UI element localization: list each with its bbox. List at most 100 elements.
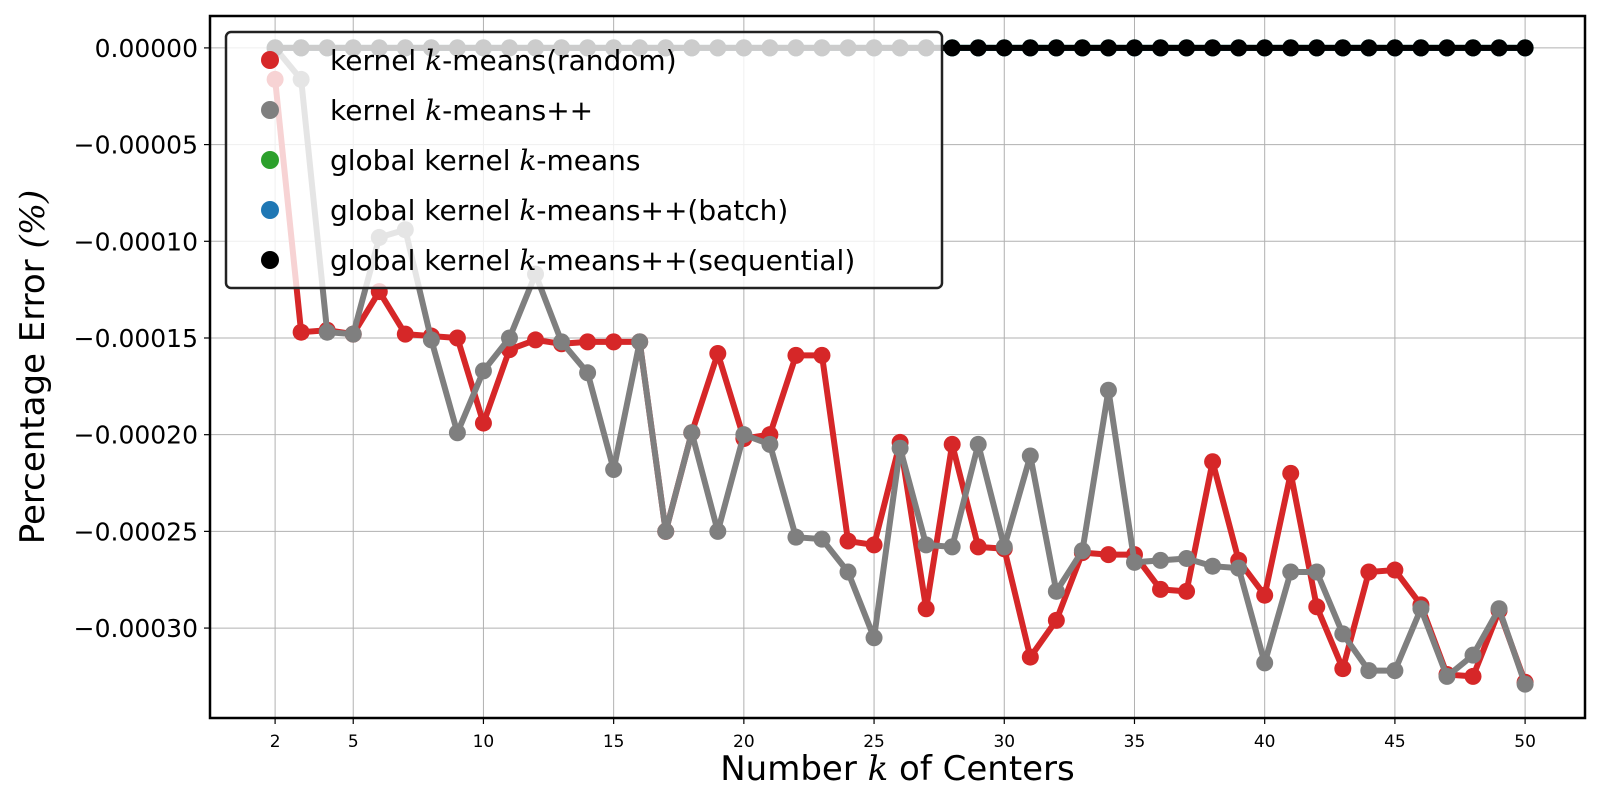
data-point bbox=[1178, 582, 1196, 600]
data-point bbox=[1204, 453, 1222, 471]
data-point bbox=[1334, 660, 1352, 678]
x-tick-label: 25 bbox=[863, 732, 885, 752]
data-point bbox=[1516, 675, 1534, 693]
legend-marker bbox=[261, 251, 279, 269]
data-point bbox=[1021, 648, 1039, 666]
legend-label-variable: k bbox=[519, 244, 536, 277]
data-point bbox=[969, 39, 987, 57]
legend-label-text: -means++(sequential) bbox=[536, 244, 855, 277]
legend-label-text: kernel bbox=[330, 94, 425, 127]
legend-item: global kernel k-means bbox=[261, 144, 641, 177]
legend-marker bbox=[261, 151, 279, 169]
data-point bbox=[787, 528, 805, 546]
data-point bbox=[1438, 667, 1456, 685]
data-point bbox=[839, 563, 857, 581]
data-point bbox=[1360, 563, 1378, 581]
data-point bbox=[1464, 667, 1482, 685]
data-point bbox=[1125, 553, 1143, 571]
legend-label-text: -means++(batch) bbox=[536, 194, 788, 227]
data-point bbox=[1282, 464, 1300, 482]
plot-frame bbox=[208, 14, 1587, 720]
data-point bbox=[448, 329, 466, 347]
legend-item: global kernel k-means++(sequential) bbox=[261, 244, 855, 277]
legend-item: kernel k-means++ bbox=[261, 94, 593, 127]
data-point bbox=[553, 333, 571, 351]
data-point bbox=[1230, 39, 1248, 57]
data-point bbox=[527, 331, 545, 349]
data-point bbox=[917, 536, 935, 554]
y-tick-label: −0.00020 bbox=[74, 421, 198, 450]
legend-label: kernel k-means++ bbox=[330, 94, 593, 127]
y-tick-label: −0.00015 bbox=[74, 324, 198, 353]
x-tick-label: 30 bbox=[993, 732, 1015, 752]
data-point bbox=[1412, 600, 1430, 618]
data-point bbox=[422, 331, 440, 349]
y-tick-label: −0.00010 bbox=[74, 227, 198, 256]
legend-label-text: -means bbox=[536, 144, 640, 177]
data-point bbox=[1152, 551, 1170, 569]
data-point bbox=[1308, 39, 1326, 57]
data-point bbox=[1073, 542, 1091, 560]
x-axis-title: Number k of Centers bbox=[720, 749, 1075, 789]
data-point bbox=[1386, 662, 1404, 680]
data-point bbox=[1438, 39, 1456, 57]
data-point bbox=[943, 435, 961, 453]
legend-label: global kernel k-means++(sequential) bbox=[330, 244, 855, 277]
y-tick-label: −0.00005 bbox=[74, 131, 198, 160]
data-point bbox=[1204, 557, 1222, 575]
data-point bbox=[1308, 563, 1326, 581]
data-point bbox=[943, 39, 961, 57]
data-point bbox=[969, 538, 987, 556]
data-point bbox=[1230, 559, 1248, 577]
data-point bbox=[344, 325, 362, 343]
legend-marker bbox=[261, 101, 279, 119]
data-point bbox=[1047, 611, 1065, 629]
x-tick-label: 5 bbox=[348, 732, 359, 752]
legend-label-variable: k bbox=[519, 144, 536, 177]
data-point bbox=[1073, 39, 1091, 57]
data-point bbox=[943, 538, 961, 556]
legend-label-text: global kernel bbox=[330, 194, 519, 227]
data-point bbox=[813, 346, 831, 364]
data-point bbox=[813, 530, 831, 548]
legend-label-text: kernel bbox=[330, 44, 425, 77]
data-point bbox=[1360, 39, 1378, 57]
data-point bbox=[605, 333, 623, 351]
data-point bbox=[1412, 39, 1430, 57]
legend-label-variable: k bbox=[425, 94, 442, 127]
data-point bbox=[1204, 39, 1222, 57]
legend-label-variable: k bbox=[425, 44, 442, 77]
data-point bbox=[917, 600, 935, 618]
data-point bbox=[1125, 39, 1143, 57]
legend-marker bbox=[261, 51, 279, 69]
data-point bbox=[969, 435, 987, 453]
data-point bbox=[1464, 646, 1482, 664]
data-point bbox=[1178, 549, 1196, 567]
x-tick-label: 35 bbox=[1124, 732, 1146, 752]
data-point bbox=[1516, 39, 1534, 57]
legend-label: global kernel k-means++(batch) bbox=[330, 194, 788, 227]
legend-label: global kernel k-means bbox=[330, 144, 641, 177]
data-point bbox=[1386, 39, 1404, 57]
data-point bbox=[1178, 39, 1196, 57]
legend-label-text: global kernel bbox=[330, 144, 519, 177]
data-point bbox=[579, 333, 597, 351]
data-point bbox=[1021, 39, 1039, 57]
data-point bbox=[1490, 600, 1508, 618]
data-point bbox=[995, 538, 1013, 556]
data-point bbox=[1256, 654, 1274, 672]
x-tick-label: 50 bbox=[1514, 732, 1536, 752]
legend-label-text: global kernel bbox=[330, 244, 519, 277]
axes: 2 5 10 15 20 25 30 35 40 45 500.00000−0.00005−0.00… bbox=[74, 14, 1587, 752]
data-point bbox=[865, 629, 883, 647]
x-tick-label: 15 bbox=[603, 732, 625, 752]
y-axis-title: Percentage Error (%) bbox=[13, 190, 53, 545]
x-tick-label: 45 bbox=[1384, 732, 1406, 752]
legend-item: kernel k-means(random) bbox=[261, 44, 677, 77]
legend-label-text: -means(random) bbox=[442, 44, 677, 77]
data-point bbox=[1047, 582, 1065, 600]
data-point bbox=[1099, 39, 1117, 57]
x-tick-label: 2 bbox=[270, 732, 281, 752]
